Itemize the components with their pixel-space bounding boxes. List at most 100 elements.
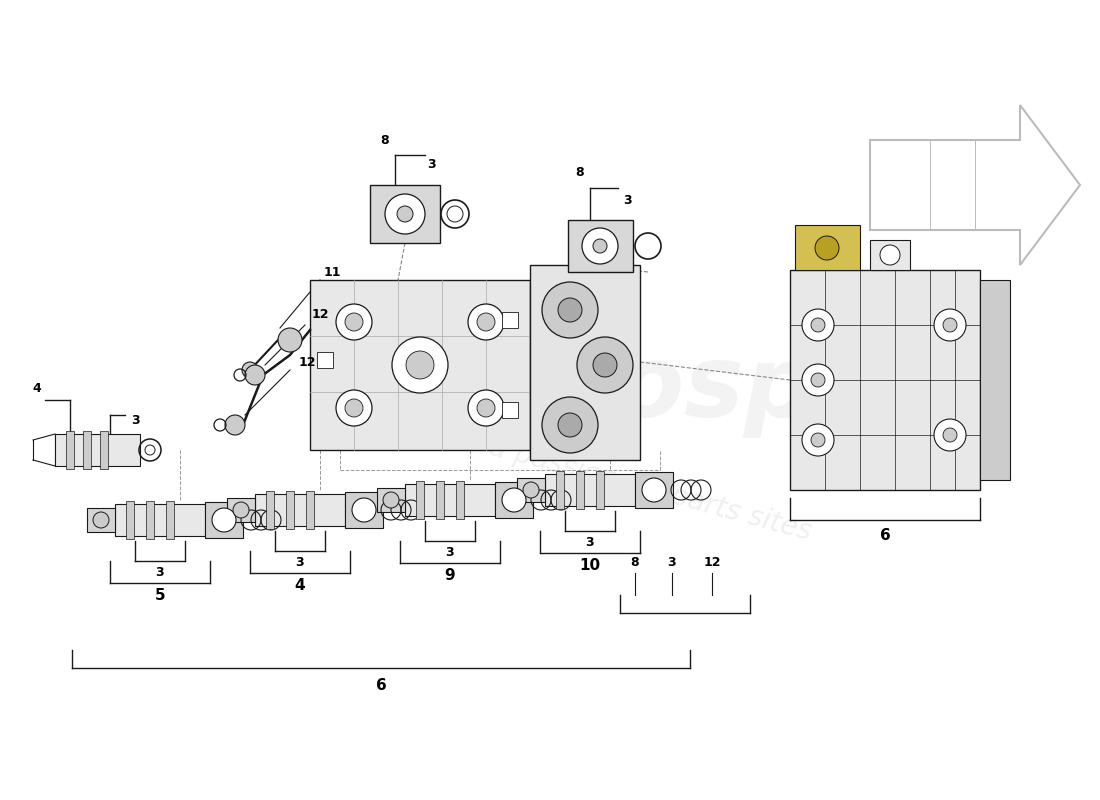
Bar [436,481,444,519]
Bar [310,280,530,450]
Text: 8: 8 [575,166,584,179]
Text: 4: 4 [33,382,42,394]
Bar [266,491,274,529]
Circle shape [233,502,249,518]
Circle shape [811,318,825,332]
Circle shape [352,498,376,522]
Circle shape [542,282,598,338]
Bar [635,472,673,508]
Circle shape [802,364,834,396]
Circle shape [502,488,526,512]
Bar [790,270,980,490]
Text: 5: 5 [155,589,165,603]
Circle shape [212,508,236,532]
Bar [795,225,860,270]
Circle shape [811,433,825,447]
Circle shape [802,309,834,341]
Bar [116,504,205,536]
Bar [146,501,154,539]
Bar [377,488,405,512]
Circle shape [245,365,265,385]
Text: 8: 8 [381,134,389,146]
Bar [576,471,584,509]
Text: 3: 3 [296,557,305,570]
Text: eurospar: eurospar [428,342,933,438]
Text: 3: 3 [446,546,454,559]
Text: 6: 6 [375,678,386,693]
Circle shape [880,245,900,265]
Circle shape [815,236,839,260]
Bar [66,431,74,469]
Bar [416,481,424,519]
Bar [456,481,464,519]
Text: 8: 8 [630,557,639,570]
Circle shape [226,415,245,435]
Circle shape [468,390,504,426]
Bar [286,491,294,529]
Circle shape [943,318,957,332]
Circle shape [94,512,109,528]
Text: 12: 12 [703,557,720,570]
Text: 3: 3 [585,537,594,550]
Text: 3: 3 [131,414,140,426]
Circle shape [336,390,372,426]
Bar [166,501,174,539]
Circle shape [593,353,617,377]
Bar [980,280,1010,480]
Circle shape [934,419,966,451]
Circle shape [802,424,834,456]
Circle shape [943,428,957,442]
Text: 3: 3 [156,566,164,579]
Bar [596,471,604,509]
Circle shape [406,351,434,379]
Circle shape [383,492,399,508]
Bar [306,491,313,529]
Text: 12: 12 [311,309,329,322]
Text: 3: 3 [428,158,437,171]
Bar [345,492,383,528]
Text: 3: 3 [624,194,632,206]
Circle shape [477,313,495,331]
Bar [870,240,910,270]
Circle shape [522,482,539,498]
Bar [227,498,255,522]
Circle shape [578,337,632,393]
Bar [126,501,134,539]
Text: 10: 10 [580,558,601,574]
Bar [82,431,91,469]
Circle shape [542,397,598,453]
Text: 11: 11 [323,266,341,278]
Circle shape [397,206,412,222]
Circle shape [336,304,372,340]
Circle shape [385,194,425,234]
Bar [317,352,333,368]
Circle shape [642,478,666,502]
Bar [495,482,534,518]
Bar [502,402,518,418]
Text: a passion for parts sites: a passion for parts sites [486,434,814,546]
Circle shape [278,328,303,352]
Text: 4: 4 [295,578,306,594]
Circle shape [582,228,618,264]
Bar [502,312,518,328]
Bar [544,474,635,506]
Circle shape [242,362,258,378]
Text: 9: 9 [444,569,455,583]
Circle shape [477,399,495,417]
Circle shape [468,304,504,340]
Circle shape [345,313,363,331]
Bar [370,185,440,243]
Bar [55,434,140,466]
Circle shape [934,309,966,341]
Circle shape [392,337,448,393]
Bar [87,508,116,532]
Bar [255,494,345,526]
Bar [530,265,640,460]
Bar [568,220,632,272]
Bar [205,502,243,538]
Text: 3: 3 [668,557,676,570]
Bar [556,471,564,509]
Bar [100,431,108,469]
Circle shape [558,413,582,437]
Circle shape [345,399,363,417]
